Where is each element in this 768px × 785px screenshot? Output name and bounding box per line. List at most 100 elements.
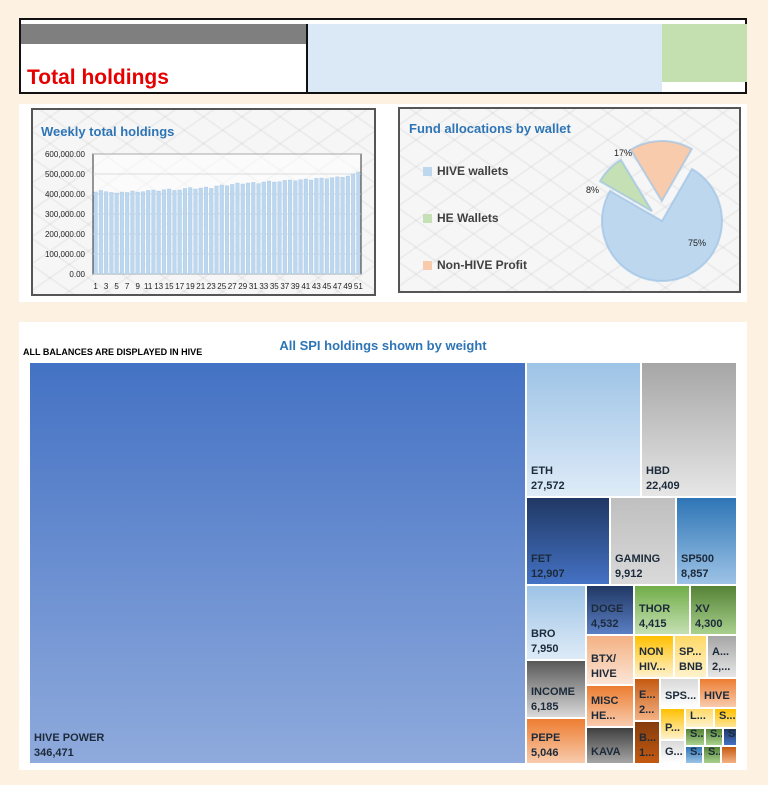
treemap-cell-value: 4,300: [695, 618, 723, 630]
weekly-bar: [225, 185, 229, 275]
weekly-bar: [351, 173, 356, 275]
weekly-x-tick-label: 37: [280, 282, 289, 291]
treemap-cell-name: BTX/: [591, 653, 617, 665]
treemap-cell: G...: [660, 740, 685, 764]
weekly-x-tick-label: 5: [114, 282, 119, 291]
weekly-x-tick-label: 7: [125, 282, 130, 291]
treemap-cell-name: HIVE POWER: [34, 732, 105, 744]
weekly-bar: [240, 183, 245, 275]
balances-note: ALL BALANCES ARE DISPLAYED IN HIVE: [23, 347, 203, 357]
treemap-cell-name: SP500: [681, 553, 715, 565]
weekly-bar: [272, 181, 277, 275]
treemap-cell: HBD 22,409: [641, 362, 737, 497]
weekly-bar: [314, 178, 319, 275]
treemap-cell-name: HBD: [646, 465, 670, 477]
treemap-cell-value: 7,950: [531, 643, 559, 655]
weekly-bar: [256, 183, 261, 275]
treemap-cell-name: B...: [639, 732, 657, 744]
weekly-bar: [345, 175, 350, 275]
treemap-cell: B... 1...: [634, 721, 660, 764]
treemap-cell-name: KAVA: [591, 746, 621, 758]
weekly-x-tick-label: 11: [144, 282, 153, 291]
treemap-cell: XV 4,300: [690, 585, 737, 635]
treemap-cell-value: 6,185: [531, 701, 559, 713]
weekly-bar: [140, 191, 145, 275]
treemap-cell-value: 4,415: [639, 618, 667, 630]
legend-swatch-nonhive: [423, 261, 432, 270]
treemap-cell-value: HE...: [591, 710, 616, 722]
weekly-bar: [335, 176, 340, 275]
treemap-cell-name: THOR: [639, 603, 671, 615]
treemap-cell-value: 2,...: [712, 661, 731, 673]
weekly-x-tick-label: 41: [301, 282, 310, 291]
weekly-bar: [330, 177, 335, 275]
treemap-cell-value: 22,409: [646, 480, 680, 492]
weekly-bar: [209, 188, 214, 275]
treemap-cell-name: L...: [690, 710, 706, 722]
weekly-x-tick-label: 21: [196, 282, 205, 291]
weekly-bar: [319, 177, 324, 275]
treemap-cell-value: 5,046: [531, 747, 559, 759]
weekly-x-tick-label: 29: [238, 282, 247, 291]
weekly-bar: [277, 181, 282, 275]
header-blue-box: [306, 24, 662, 94]
treemap-cell-name: BRO: [531, 628, 556, 640]
legend-he-wallets: HE Wallets: [437, 211, 499, 225]
weekly-bar: [230, 184, 235, 275]
weekly-y-tick-label: 400,000.00: [45, 190, 86, 199]
treemap-cell: S...: [685, 746, 703, 764]
treemap-cell-name: ETH: [531, 465, 553, 477]
weekly-bar: [151, 189, 156, 275]
weekly-x-tick-label: 1: [93, 282, 98, 291]
weekly-x-tick-label: 23: [207, 282, 216, 291]
treemap-cell-value: 12,907: [531, 568, 565, 580]
weekly-bar: [203, 186, 208, 275]
legend-non-hive-profit: Non-HIVE Profit: [437, 258, 527, 272]
treemap-cell-name: MISC: [591, 695, 619, 707]
page-title: Total holdings: [27, 66, 169, 89]
treemap-cell-name: HIVE: [704, 690, 730, 702]
pie-slice: [598, 158, 653, 213]
weekly-x-tick-label: 13: [154, 282, 163, 291]
weekly-bar: [109, 192, 114, 275]
weekly-bar: [177, 189, 182, 275]
treemap-cell: SP500 8,857: [676, 497, 737, 585]
weekly-bar: [293, 180, 298, 275]
fund-pie-plot: [598, 140, 723, 282]
weekly-x-tick-label: 39: [291, 282, 300, 291]
treemap-cell: HIVE: [699, 678, 737, 708]
treemap-cell-name: G...: [665, 746, 683, 758]
weekly-x-tick-label: 33: [259, 282, 268, 291]
weekly-bar: [98, 190, 103, 275]
pie-label-he: 8%: [586, 185, 600, 195]
pie-label-hive: 75%: [688, 238, 707, 248]
treemap-panel: All SPI holdings shown by weight ALL BAL…: [19, 322, 747, 770]
treemap-cell-name: FET: [531, 553, 552, 565]
treemap-cell: MISC HE...: [586, 685, 634, 727]
weekly-bar: [303, 178, 308, 275]
treemap-cell-value: 2...: [639, 704, 655, 716]
weekly-bar: [282, 180, 287, 275]
top-charts-panel: Weekly total holdings 600,000.00 500,000.…: [19, 104, 747, 302]
treemap-cell: BTX/HIVE: [586, 635, 634, 685]
header-panel: Total holdings: [19, 18, 747, 94]
treemap-cell: KAVA: [586, 727, 634, 764]
treemap-cell-value: 346,471: [34, 747, 74, 759]
weekly-bar: [125, 192, 130, 275]
treemap-cell-name: PEPE: [531, 732, 561, 744]
treemap-cell: E... 2...: [634, 678, 660, 721]
weekly-bar: [135, 191, 140, 275]
weekly-bar: [340, 177, 345, 275]
treemap-cell: L...: [685, 708, 714, 728]
weekly-y-tick-label: 100,000.00: [45, 250, 86, 259]
treemap-cell-name: SP...: [679, 646, 702, 658]
treemap-cell-name: S...: [710, 728, 722, 740]
weekly-x-tick-label: 9: [135, 282, 140, 291]
treemap-cell: SP... BNB: [674, 635, 707, 678]
weekly-holdings-chart: Weekly total holdings 600,000.00 500,000.…: [31, 108, 376, 296]
fund-chart-title: Fund allocations by wallet: [409, 121, 571, 136]
weekly-chart-title: Weekly total holdings: [41, 124, 175, 139]
treemap-cell-name: S...: [719, 710, 736, 722]
weekly-bar: [198, 187, 203, 275]
treemap-cell-value: HIVE: [591, 668, 617, 680]
